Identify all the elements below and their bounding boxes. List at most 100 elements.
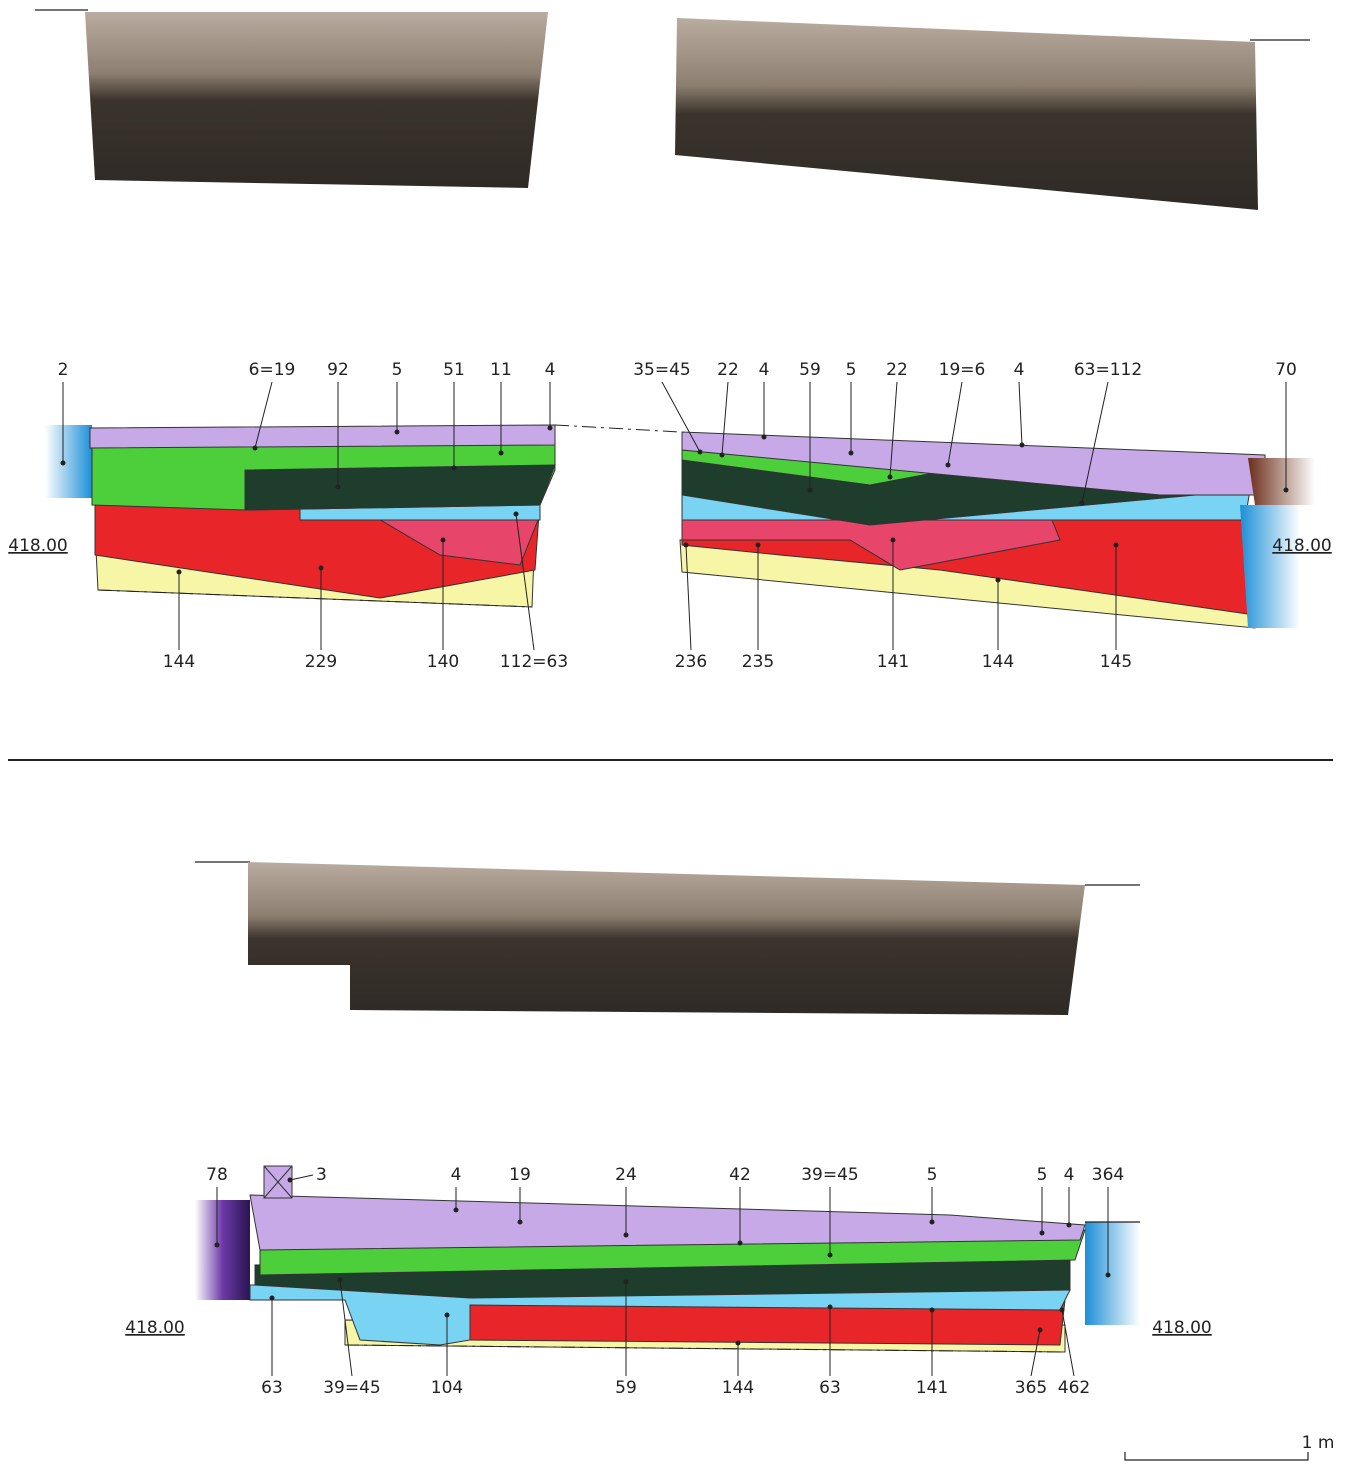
leader-dot (269, 1295, 275, 1301)
leader-line (1061, 1309, 1075, 1377)
leader-line (661, 381, 701, 453)
leader-dot (444, 1312, 450, 1318)
leader-line (1030, 1329, 1041, 1377)
elevation-label: 418.00 (125, 1318, 184, 1338)
layer-label: 42 (729, 1165, 751, 1185)
layer-label: 5 (846, 360, 857, 380)
scale-bar: 1 m (1124, 1433, 1335, 1461)
layer-label: 22 (886, 360, 908, 380)
leader-dot (451, 465, 457, 471)
leader-dot (719, 452, 725, 458)
layer-label: 141 (916, 1378, 948, 1398)
layer-label: 19 (509, 1165, 531, 1185)
leader-dot (848, 450, 854, 456)
leader-dot (318, 565, 324, 571)
layer-label: 78 (206, 1165, 228, 1185)
leader-dot (517, 1219, 523, 1225)
layer-label: 229 (305, 652, 337, 672)
layer-label: 5 (392, 360, 403, 380)
leader-dot (337, 1277, 343, 1283)
layer-label: 144 (722, 1378, 754, 1398)
layer-label: 235 (742, 652, 774, 672)
leader-dot (1283, 487, 1289, 493)
leader-dot (1059, 1307, 1065, 1313)
leader-dot (453, 1207, 459, 1213)
photo-section-2 (195, 861, 1140, 1015)
leader-dot (60, 460, 66, 466)
layer-label: 141 (877, 652, 909, 672)
leader-line (1081, 381, 1109, 504)
leader-dot (547, 425, 553, 431)
layer-label: 19=6 (939, 360, 986, 380)
leader-dot (214, 1242, 220, 1248)
layer-label: 24 (615, 1165, 637, 1185)
leader-line (339, 1279, 353, 1377)
layer-label: 63 (261, 1378, 283, 1398)
layer-label: 3 (316, 1165, 327, 1185)
leader-dot (807, 487, 813, 493)
leader-line (947, 381, 963, 466)
layer-label: 4 (759, 360, 770, 380)
leader-line (515, 513, 535, 651)
leader-dot (827, 1304, 833, 1310)
layer-label: 4 (1064, 1165, 1075, 1185)
layer-label: 59 (615, 1378, 637, 1398)
leader-dot (929, 1307, 935, 1313)
layer-label: 59 (799, 360, 821, 380)
layer-label: 365 (1015, 1378, 1047, 1398)
leader-dot (1019, 442, 1025, 448)
leader-dot (287, 1177, 293, 1183)
leader-dot (1105, 1272, 1111, 1278)
leader-line (685, 544, 692, 651)
leader-line (289, 1174, 314, 1181)
layer-label: 11 (490, 360, 512, 380)
layer-label: 4 (545, 360, 556, 380)
leader-dot (252, 445, 258, 451)
layer-label: 4 (1014, 360, 1025, 380)
layer-label: 63=112 (1074, 360, 1142, 380)
layer-label: 4 (451, 1165, 462, 1185)
layer-label: 112=63 (500, 652, 568, 672)
leader-dot (623, 1279, 629, 1285)
leader-dot (827, 1252, 833, 1258)
leader-dot (995, 577, 1001, 583)
elevation-label: 418.00 (8, 536, 67, 556)
layer-label: 364 (1092, 1165, 1124, 1185)
layer-label: 104 (431, 1378, 463, 1398)
drawing-section-1 (45, 424, 1315, 629)
leader-dot (176, 569, 182, 575)
leader-dot (623, 1232, 629, 1238)
scale-label: 1 m (1302, 1433, 1335, 1453)
layer-label: 462 (1058, 1378, 1090, 1398)
leader-dot (394, 429, 400, 435)
photo-section-1 (35, 9, 1310, 210)
leader-line (1018, 381, 1023, 446)
layer-label: 140 (427, 652, 459, 672)
leader-dot (929, 1219, 935, 1225)
layer-label: 92 (327, 360, 349, 380)
leader-line (889, 381, 898, 478)
leader-dot (890, 537, 896, 543)
layer-label: 6=19 (249, 360, 296, 380)
layer-label: 2 (58, 360, 69, 380)
drawing-section-2 (195, 1165, 1140, 1353)
layer-label: 145 (1100, 652, 1132, 672)
elevation-label: 418.00 (1272, 536, 1331, 556)
layer-label: 63 (819, 1378, 841, 1398)
leader-dot (683, 542, 689, 548)
leader-dot (755, 542, 761, 548)
layer-label: 144 (982, 652, 1014, 672)
layer-label: 144 (163, 652, 195, 672)
layer-label: 236 (675, 652, 707, 672)
layer-label: 39=45 (323, 1378, 381, 1398)
leader-dot (737, 1240, 743, 1246)
leader-dot (440, 537, 446, 543)
layer-label: 22 (717, 360, 739, 380)
leader-dot (945, 462, 951, 468)
layer-label: 51 (443, 360, 465, 380)
elevation-label: 418.00 (1152, 1318, 1211, 1338)
leader-dot (1039, 1230, 1045, 1236)
leader-dot (887, 474, 893, 480)
layer-label: 5 (927, 1165, 938, 1185)
leader-dot (761, 434, 767, 440)
